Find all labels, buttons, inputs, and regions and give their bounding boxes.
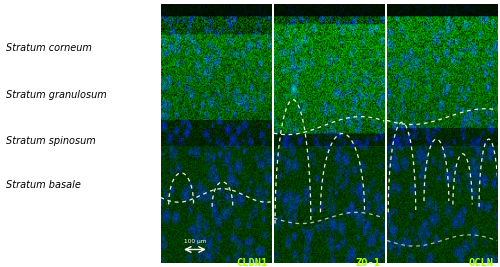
Text: Stratum spinosum: Stratum spinosum [6,136,96,146]
Text: ZO-1: ZO-1 [356,258,380,267]
Text: CLDN1: CLDN1 [236,258,268,267]
Text: OCLN: OCLN [468,258,493,267]
Text: Stratum granulosum: Stratum granulosum [6,90,107,100]
Text: Stratum basale: Stratum basale [6,180,81,190]
Text: Stratum corneum: Stratum corneum [6,43,92,53]
Text: 100 μm: 100 μm [184,239,206,244]
